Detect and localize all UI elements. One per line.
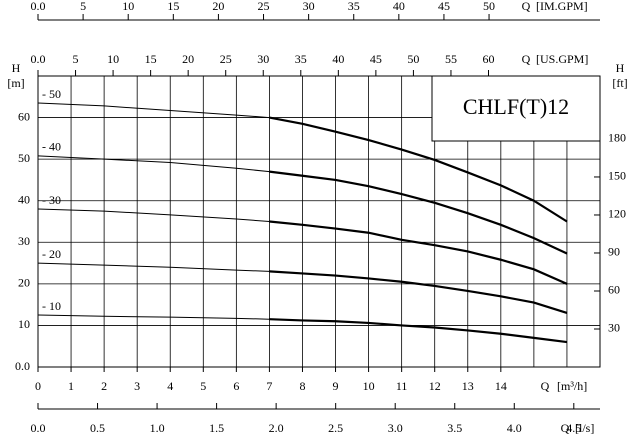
x-tick-label: 10 <box>122 0 134 13</box>
y2-tick-label: 120 <box>608 207 626 221</box>
x-tick-label: 5 <box>80 0 86 13</box>
x-tick-label: 0.5 <box>90 421 105 435</box>
x-tick-label: 5 <box>73 52 79 66</box>
x-tick-label: 0.0 <box>31 421 46 435</box>
x-tick-label: 4 <box>167 379 173 393</box>
x-tick-label: 2.5 <box>328 421 343 435</box>
x-tick-label: 10 <box>363 379 375 393</box>
y2-tick-label: 60 <box>608 283 620 297</box>
x-tick-label: 25 <box>220 52 232 66</box>
y2-tick-label: 180 <box>608 131 626 145</box>
axis-unit: [IM.GPM] <box>536 0 588 13</box>
x-tick-label: 45 <box>370 52 382 66</box>
x-tick-label: 5 <box>200 379 206 393</box>
y-tick-label: 20 <box>18 276 30 290</box>
x-tick-label: 4.5 <box>566 421 581 435</box>
curve-operating-range <box>269 318 568 344</box>
curve-label: - 20 <box>42 247 61 261</box>
x-tick-label: 60 <box>483 52 495 66</box>
x-tick-label: 50 <box>407 52 419 66</box>
x-tick-label: 0.0 <box>31 52 46 66</box>
x-tick-label: 40 <box>332 52 344 66</box>
curve-label: - 50 <box>42 87 61 101</box>
y2-tick-label: 90 <box>608 245 620 259</box>
y-label: H <box>12 61 21 75</box>
x-tick-label: 55 <box>445 52 457 66</box>
axis-label: Q <box>561 421 570 435</box>
x-tick-label: 35 <box>295 52 307 66</box>
x-tick-label: 20 <box>182 52 194 66</box>
title-box <box>431 75 601 142</box>
x-tick-label: 45 <box>438 0 450 13</box>
x-tick-label: 11 <box>396 379 408 393</box>
x-tick-label: 0 <box>35 379 41 393</box>
x-unit: [m³/h] <box>557 379 587 393</box>
x-tick-label: 1 <box>68 379 74 393</box>
curve-label: - 10 <box>42 299 61 313</box>
y-tick-label: 10 <box>18 317 30 331</box>
x-tick-label: 25 <box>258 0 270 13</box>
x-tick-label: 7 <box>266 379 272 393</box>
x-tick-label: 6 <box>233 379 239 393</box>
x-tick-label: 10 <box>107 52 119 66</box>
x-label: Q <box>541 379 550 393</box>
x-tick-label: 1.0 <box>150 421 165 435</box>
y2-unit: [ft] <box>612 76 627 90</box>
y-tick-label: 30 <box>18 234 30 248</box>
y-tick-label: 60 <box>18 109 30 123</box>
x-tick-label: 15 <box>167 0 179 13</box>
x-tick-label: 3.0 <box>388 421 403 435</box>
y2-tick-label: 30 <box>608 321 620 335</box>
curve-operating-range <box>269 116 568 223</box>
x-tick-label: 30 <box>303 0 315 13</box>
curve-operating-range <box>269 170 568 255</box>
x-tick-label: 1.5 <box>209 421 224 435</box>
y-unit: [m] <box>7 76 24 90</box>
curve-label: - 30 <box>42 193 61 207</box>
x-tick-label: 40 <box>393 0 405 13</box>
curve-operating-range <box>269 270 568 315</box>
chart-title: CHLF(T)12 <box>463 94 569 119</box>
x-tick-label: 0.0 <box>31 0 46 13</box>
y2-label: H <box>616 61 625 75</box>
x-tick-label: 3 <box>134 379 140 393</box>
axis-label: Q <box>522 0 531 13</box>
x-tick-label: 35 <box>348 0 360 13</box>
x-tick-label: 15 <box>145 52 157 66</box>
x-tick-label: 30 <box>257 52 269 66</box>
x-tick-label: 14 <box>495 379 507 393</box>
y-tick-label: 40 <box>18 192 30 206</box>
axis-unit: [l/s] <box>575 421 594 435</box>
y-tick-label: 50 <box>18 151 30 165</box>
x-tick-label: 9 <box>333 379 339 393</box>
x-tick-label: 4.0 <box>507 421 522 435</box>
curve-operating-range <box>269 220 568 285</box>
x-tick-label: 20 <box>212 0 224 13</box>
x-tick-label: 8 <box>299 379 305 393</box>
x-tick-label: 12 <box>429 379 441 393</box>
x-tick-label: 13 <box>462 379 474 393</box>
x-tick-label: 3.5 <box>447 421 462 435</box>
curve-label: - 40 <box>42 140 61 154</box>
axis-unit: [US.GPM] <box>536 52 588 66</box>
x-tick-label: 2.0 <box>269 421 284 435</box>
axis-label: Q <box>522 52 531 66</box>
y2-tick-label: 150 <box>608 169 626 183</box>
y-tick-label: 0.0 <box>15 359 30 373</box>
x-tick-label: 2 <box>101 379 107 393</box>
x-tick-label: 50 <box>483 0 495 13</box>
